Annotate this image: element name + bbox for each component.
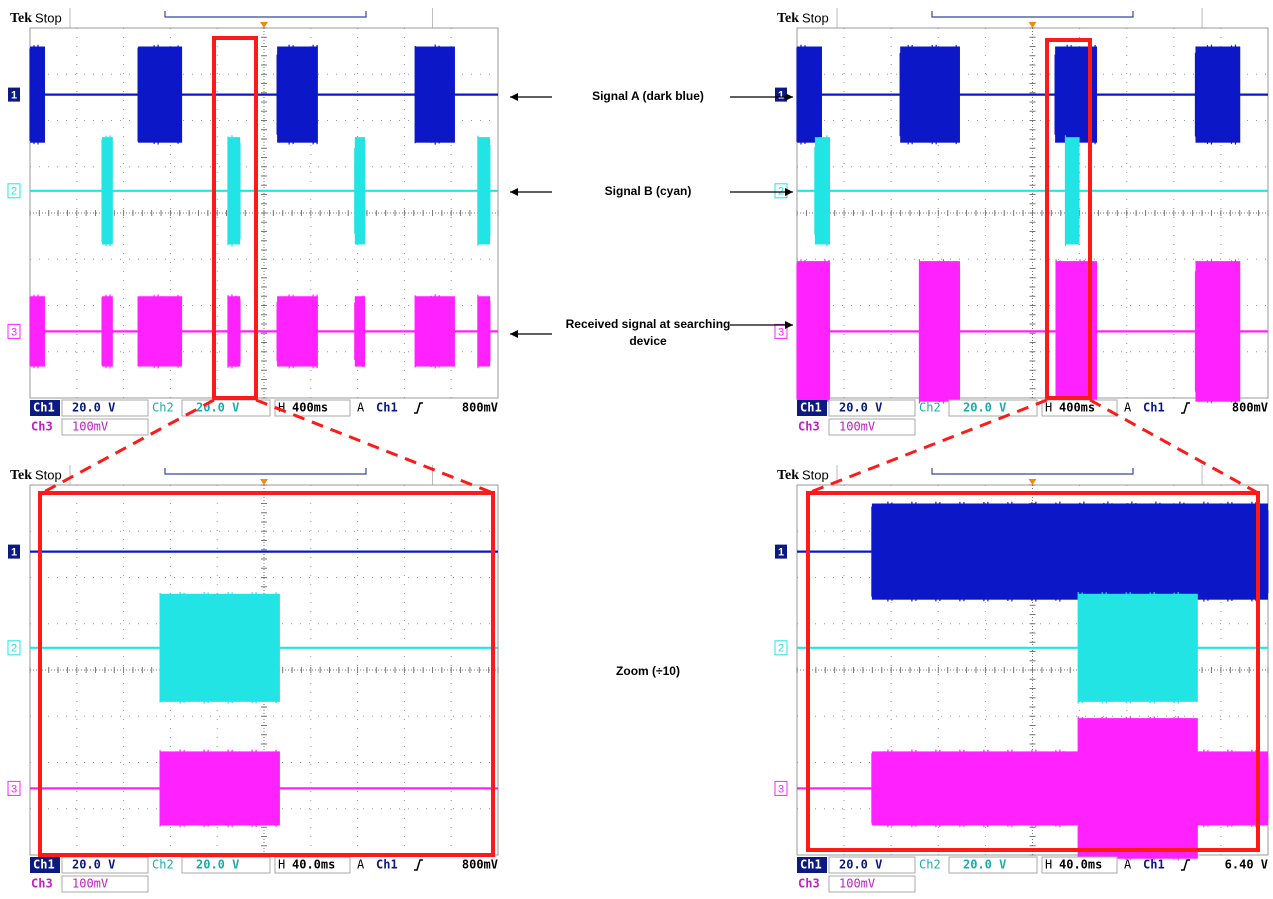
ch3-label: Ch3 [798, 420, 820, 434]
timebase: 40.0ms [1059, 858, 1102, 872]
a-label: A [357, 401, 365, 415]
arrow-head [785, 93, 793, 101]
trigger-level: 800mV [462, 858, 498, 872]
burst [228, 137, 240, 244]
burst [355, 296, 365, 366]
ch2-scale: 20.0 V [196, 401, 239, 415]
ch1-label: Ch1 [33, 401, 55, 415]
burst [228, 296, 240, 366]
annotation: Received signal at searching device [563, 316, 733, 350]
channel-label: 2 [11, 643, 17, 655]
trigger-source: Ch1 [1143, 858, 1165, 872]
annotation: Signal A (dark blue) [563, 88, 733, 105]
channel-label: 1 [11, 547, 17, 559]
ch1-scale: 20.0 V [72, 401, 115, 415]
a-label: A [1124, 858, 1132, 872]
ch2-scale: 20.0 V [196, 858, 239, 872]
timebase: 40.0ms [292, 858, 335, 872]
channel-label: 1 [778, 547, 784, 559]
arrow-head [510, 330, 518, 338]
trigger-level: 6.40 V [1225, 858, 1268, 872]
brand: Tek [10, 468, 32, 483]
h-label: H [1045, 858, 1052, 872]
ch1-label: Ch1 [800, 401, 822, 415]
ch2-label: Ch2 [919, 401, 941, 415]
record-bracket [165, 468, 366, 474]
ch1-label: Ch1 [800, 858, 822, 872]
trigger-edge [1181, 860, 1190, 870]
burst [1195, 47, 1240, 143]
page: {"panels":[ {"header":{"brand":"Tek","st… [0, 0, 1273, 899]
brand: Tek [777, 11, 799, 26]
ch3-label: Ch3 [31, 877, 53, 891]
ch2-label: Ch2 [152, 858, 174, 872]
timebase: 400ms [292, 401, 328, 415]
status: Stop [35, 10, 62, 25]
ch2-label: Ch2 [152, 401, 174, 415]
burst [102, 296, 113, 366]
channel-label: 2 [778, 643, 784, 655]
status: Stop [802, 10, 829, 25]
ch1-scale: 20.0 V [72, 858, 115, 872]
a-label: A [357, 858, 365, 872]
burst [900, 47, 960, 143]
ch2-scale: 20.0 V [963, 401, 1006, 415]
brand: Tek [10, 11, 32, 26]
ch1-scale: 20.0 V [839, 858, 882, 872]
timebase: 400ms [1059, 401, 1095, 415]
channel-label: 3 [11, 326, 17, 338]
trigger-source: Ch1 [376, 401, 398, 415]
channel-label: 2 [11, 186, 17, 198]
h-label: H [278, 858, 285, 872]
channel-label: 3 [11, 783, 17, 795]
status: Stop [802, 467, 829, 482]
ch1-label: Ch1 [33, 858, 55, 872]
ch3-scale: 100mV [839, 877, 875, 891]
channel-label: 3 [778, 326, 784, 338]
channel-label: 1 [11, 90, 17, 102]
channel-label: 3 [778, 783, 784, 795]
ch3-scale: 100mV [839, 420, 875, 434]
ch2-scale: 20.0 V [963, 858, 1006, 872]
annotation: Signal B (cyan) [563, 183, 733, 200]
burst [138, 296, 182, 366]
trigger-source: Ch1 [1143, 401, 1165, 415]
status: Stop [35, 467, 62, 482]
burst [355, 137, 365, 244]
burst [138, 47, 182, 143]
trigger-edge [1181, 403, 1190, 413]
ch3-scale: 100mV [72, 420, 108, 434]
trigger-source: Ch1 [376, 858, 398, 872]
ch3-label: Ch3 [31, 420, 53, 434]
arrow-head [510, 188, 518, 196]
ch3-label: Ch3 [798, 877, 820, 891]
ch1-scale: 20.0 V [839, 401, 882, 415]
brand: Tek [777, 468, 799, 483]
ch2-label: Ch2 [919, 858, 941, 872]
burst [102, 137, 113, 244]
burst [478, 296, 490, 366]
ch3-scale: 100mV [72, 877, 108, 891]
trigger-marker [1029, 479, 1037, 485]
burst [478, 137, 490, 244]
trigger-marker [1029, 22, 1037, 28]
arrow-head [785, 188, 793, 196]
record-bracket [932, 11, 1133, 17]
figure: TekStop123Ch120.0 VCh220.0 VH400msACh180… [0, 0, 1273, 899]
a-label: A [1124, 401, 1132, 415]
record-bracket [932, 468, 1133, 474]
trigger-edge [414, 860, 423, 870]
arrow-head [510, 93, 518, 101]
trigger-marker [260, 479, 268, 485]
trigger-marker [260, 22, 268, 28]
record-bracket [165, 11, 366, 17]
arrow-head [785, 321, 793, 329]
trigger-edge [414, 403, 423, 413]
burst [1195, 261, 1240, 402]
trigger-level: 800mV [1232, 401, 1268, 415]
h-label: H [1045, 401, 1052, 415]
annotation: Zoom (÷10) [563, 663, 733, 680]
trigger-level: 800mV [462, 401, 498, 415]
channel-label: 1 [778, 90, 784, 102]
